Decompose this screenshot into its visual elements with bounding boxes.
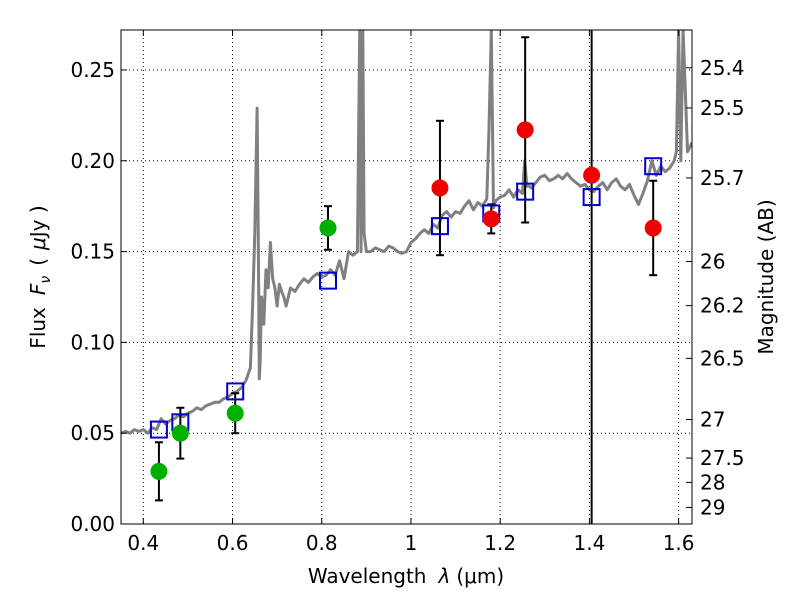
right-tick-label: 27.5 (700, 446, 745, 470)
x-tick-label: 1.6 (663, 531, 695, 555)
right-tick-label: 25.5 (700, 96, 745, 120)
red-point (583, 166, 601, 184)
right-tick-label: 25.4 (700, 56, 745, 80)
x-tick-label: 1.4 (573, 531, 605, 555)
plot-frame (120, 29, 693, 525)
y-tick-label: 0.15 (70, 240, 115, 264)
red-point (482, 210, 500, 228)
y-axis-ticks: 0.00 0.05 0.10 0.15 0.20 0.25 (70, 58, 127, 536)
model-square (644, 157, 663, 176)
green-point (171, 424, 189, 442)
y-tick-label: 0.20 (70, 149, 115, 173)
y-axis-label: FluxFν(μJy ) (26, 205, 54, 348)
right-tick-label: 27 (700, 407, 725, 431)
plot-area (121, 30, 692, 524)
model-square (149, 420, 168, 439)
right-tick-label: 26.5 (700, 346, 745, 370)
model-square (516, 182, 535, 201)
model-square (430, 217, 449, 236)
model-square (582, 188, 601, 207)
x-tick-label: 1 (405, 531, 418, 555)
green-point (319, 219, 337, 237)
observed-photometry-points (150, 121, 662, 480)
right-tick-label: 28 (700, 470, 725, 494)
y-tick-label: 0.25 (70, 58, 115, 82)
right-tick-label: 26 (700, 249, 725, 273)
model-photometry-squares (149, 157, 663, 439)
right-tick-label: 26.2 (700, 294, 745, 318)
y-tick-label: 0.00 (70, 512, 115, 536)
y-tick-label: 0.10 (70, 330, 115, 354)
x-tick-label: 0.6 (217, 531, 249, 555)
model-square (318, 271, 337, 290)
model-square (226, 382, 245, 401)
right-tick-label: 29 (700, 495, 725, 519)
x-tick-label: 1.2 (484, 531, 516, 555)
right-axis-label: Magnitude (AB) (754, 199, 778, 354)
x-axis-ticks: 0.4 0.6 0.8 1 1.2 1.4 1.6 (127, 30, 695, 555)
right-tick-label: 25.7 (700, 166, 745, 190)
red-point (431, 179, 449, 197)
x-tick-label: 0.8 (306, 531, 338, 555)
x-axis-label: Wavelength λ (μm) (308, 564, 504, 588)
green-point (226, 404, 244, 422)
x-tick-label: 0.4 (127, 531, 159, 555)
red-point (516, 121, 534, 139)
red-point (644, 219, 662, 237)
green-point (150, 462, 168, 480)
y-tick-label: 0.05 (70, 421, 115, 445)
